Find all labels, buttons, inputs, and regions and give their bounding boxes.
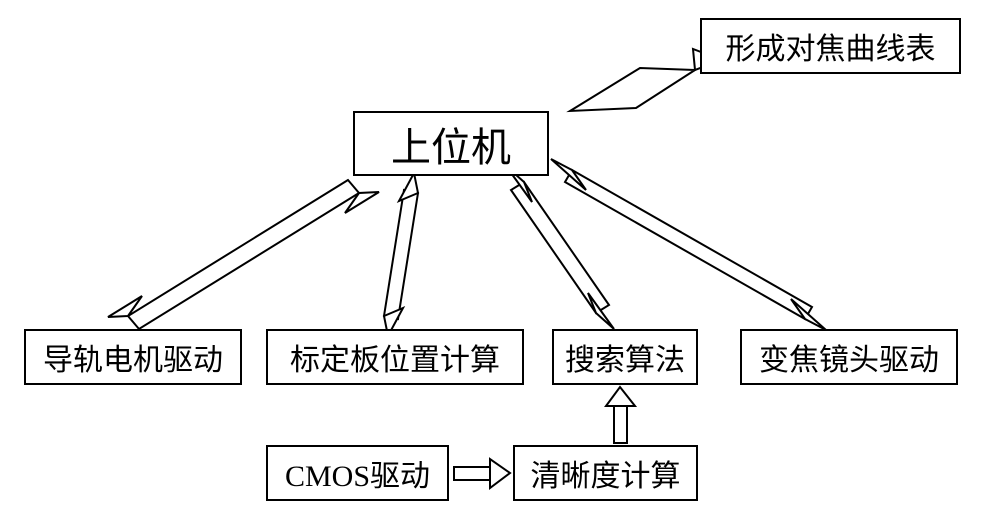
box-label: 导轨电机驱动 <box>43 335 223 379</box>
arrow-host-search-algo <box>506 166 614 329</box>
box-label: 形成对焦曲线表 <box>726 24 936 68</box>
box-label: 标定板位置计算 <box>290 335 500 379</box>
box-zoom-lens: 变焦镜头驱动 <box>740 329 958 385</box>
box-label: 清晰度计算 <box>531 451 681 495</box>
box-label: 搜索算法 <box>565 335 685 379</box>
arrow-host-rail-motor <box>108 180 379 329</box>
arrow-sharpness-to-search-algo <box>606 387 635 443</box>
arrow-host-zoom-lens <box>551 159 826 330</box>
box-label: CMOS驱动 <box>285 451 430 495</box>
arrows-layer <box>0 0 1000 527</box>
box-label: 变焦镜头驱动 <box>759 335 939 379</box>
box-cmos: CMOS驱动 <box>266 445 449 501</box>
box-focus-curve: 形成对焦曲线表 <box>700 18 961 74</box>
diagram-stage: 形成对焦曲线表 上位机 导轨电机驱动 标定板位置计算 搜索算法 变焦镜头驱动 C… <box>0 0 1000 527</box>
box-label: 上位机 <box>391 115 511 173</box>
box-rail-motor: 导轨电机驱动 <box>24 329 242 385</box>
arrow-host-calib-board <box>384 173 418 336</box>
box-sharpness: 清晰度计算 <box>513 445 698 501</box>
arrow-cmos-to-sharpness <box>454 459 510 488</box>
box-calib-board: 标定板位置计算 <box>266 329 524 385</box>
box-host: 上位机 <box>353 111 549 176</box>
box-search-algo: 搜索算法 <box>552 329 698 385</box>
